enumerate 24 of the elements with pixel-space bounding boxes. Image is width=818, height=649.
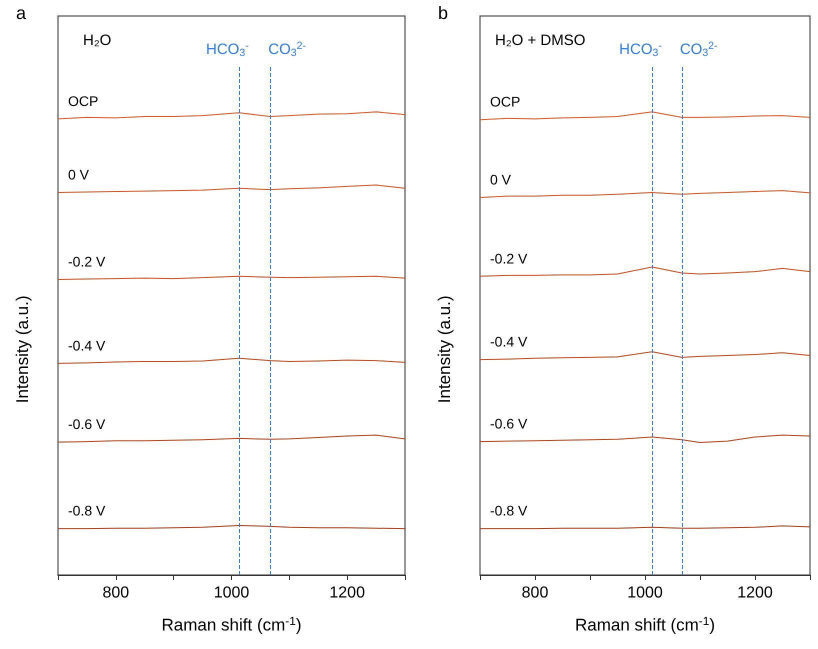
y-axis-title: Intensity (a.u.): [13, 295, 32, 404]
series-label: OCP: [68, 92, 98, 109]
series-label: -0.2 V: [490, 250, 528, 266]
series-label: -0.8 V: [490, 502, 528, 519]
series-label: 0 V: [490, 172, 512, 188]
series-label: -0.2 V: [68, 254, 106, 270]
series-label: -0.6 V: [68, 416, 106, 432]
text: H₂O: [83, 32, 112, 49]
text: H₂O + DMSO: [495, 32, 586, 49]
series-label: -0.6 V: [490, 416, 528, 432]
x-tick-label: 1000: [627, 584, 663, 602]
text: a: [16, 3, 27, 23]
x-tick-label: 1000: [214, 584, 250, 602]
y-axis-title: Intensity (a.u.): [435, 295, 454, 404]
series-label: -0.4 V: [490, 334, 528, 350]
x-tick-label: 1200: [737, 584, 773, 602]
x-tick-label: 800: [522, 584, 548, 602]
series-label: 0 V: [68, 166, 90, 182]
series-label: OCP: [490, 94, 520, 110]
x-tick-label: 800: [102, 584, 130, 602]
series-label: -0.8 V: [68, 502, 106, 519]
series-label: -0.4 V: [68, 337, 106, 354]
x-tick-label: 1200: [329, 584, 366, 602]
text: b: [438, 3, 448, 23]
